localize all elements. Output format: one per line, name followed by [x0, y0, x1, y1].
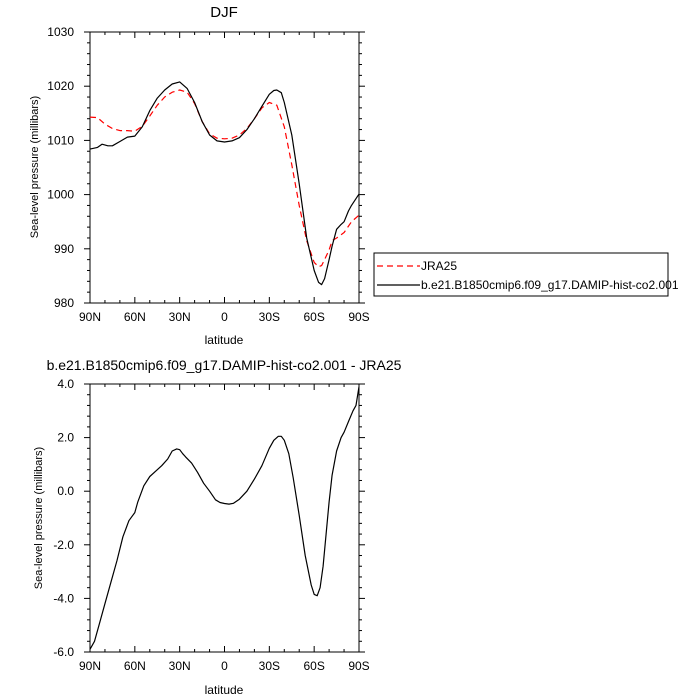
top-x-axis-label: latitude	[205, 333, 244, 347]
bottom-y-tick-label: -2.0	[53, 538, 74, 552]
bottom-x-tick-labels: 90N 60N 30N 0 30S 60S 90S	[79, 659, 370, 673]
top-y-tick-label: 990	[54, 242, 74, 256]
bottom-chart: b.e21.B1850cmip6.f09_g17.DAMIP-hist-co2.…	[33, 357, 402, 697]
bottom-chart-title: b.e21.B1850cmip6.f09_g17.DAMIP-hist-co2.…	[47, 357, 402, 373]
bottom-x-tick-label: 90N	[79, 659, 101, 673]
top-axis-ticks	[84, 31, 365, 304]
top-x-tick-label: 30N	[169, 310, 191, 324]
top-x-tick-labels: 90N 60N 30N 0 30S 60S 90S	[79, 310, 370, 324]
top-chart-title: DJF	[210, 4, 238, 21]
bottom-x-tick-label: 30N	[169, 659, 191, 673]
bottom-y-tick-label: -4.0	[53, 591, 74, 605]
top-y-tick-label: 1020	[47, 79, 74, 93]
top-y-tick-label: 1000	[47, 188, 74, 202]
top-x-tick-label: 0	[221, 310, 228, 324]
top-x-tick-label: 90S	[348, 310, 369, 324]
top-series-line-1	[89, 81, 360, 286]
top-series-lines	[89, 81, 360, 286]
top-x-tick-label: 60N	[124, 310, 146, 324]
legend-label-model: b.e21.B1850cmip6.f09_g17.DAMIP-hist-co2.…	[421, 278, 679, 292]
bottom-axis-ticks	[84, 383, 365, 653]
bottom-series-line-0	[89, 386, 360, 650]
bottom-y-tick-labels: -6.0 -4.0 -2.0 0.0 2.0 4.0	[53, 377, 74, 659]
top-y-tick-label: 980	[54, 296, 74, 310]
top-plot-frame	[89, 31, 360, 304]
legend-box	[373, 252, 669, 297]
top-series-line-0	[89, 89, 360, 268]
bottom-y-tick-label: -6.0	[53, 645, 74, 659]
bottom-y-tick-label: 2.0	[57, 431, 74, 445]
top-y-axis-label: Sea-level pressure (millibars)	[29, 96, 41, 238]
bottom-x-tick-label: 0	[221, 659, 228, 673]
top-x-tick-label: 30S	[259, 310, 280, 324]
bottom-x-tick-label: 30S	[259, 659, 280, 673]
top-chart: DJF 90N 60N 30N 0 30S 60S 90S 980 990 1000 1010 10…	[29, 4, 370, 347]
bottom-x-tick-label: 60S	[303, 659, 324, 673]
bottom-y-axis-label: Sea-level pressure (millibars)	[33, 447, 45, 589]
bottom-x-axis-label: latitude	[205, 683, 244, 697]
bottom-series-lines	[89, 386, 360, 650]
top-y-tick-label: 1010	[47, 133, 74, 147]
top-y-tick-labels: 980 990 1000 1010 1020 1030	[47, 25, 74, 310]
top-x-tick-label: 60S	[303, 310, 324, 324]
bottom-x-tick-label: 90S	[348, 659, 369, 673]
bottom-y-tick-label: 0.0	[57, 484, 74, 498]
top-y-tick-label: 1030	[47, 25, 74, 39]
bottom-y-tick-label: 4.0	[57, 377, 74, 391]
legend: JRA25 b.e21.B1850cmip6.f09_g17.DAMIP-his…	[373, 252, 679, 297]
bottom-x-tick-label: 60N	[124, 659, 146, 673]
legend-label-jra25: JRA25	[421, 259, 457, 273]
top-x-tick-label: 90N	[79, 310, 101, 324]
